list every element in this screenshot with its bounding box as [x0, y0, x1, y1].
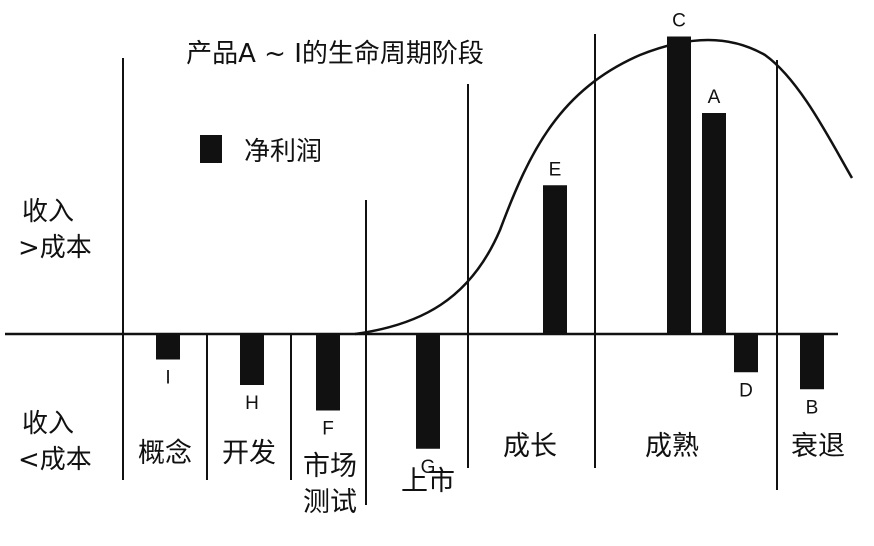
stage-label: 市场: [303, 451, 357, 482]
bar-b: [800, 334, 824, 390]
stage-label: 上市: [401, 466, 455, 497]
y-label-positive-line1: 收入: [22, 197, 74, 227]
bar-label-e: E: [549, 159, 562, 180]
bar-g: [416, 334, 440, 449]
bar-i: [156, 334, 180, 360]
stage-label: 开发: [222, 438, 276, 469]
stage-label: 衰退: [791, 431, 845, 462]
stage-label: 测试: [303, 487, 357, 518]
legend-label: 净利润: [244, 137, 322, 167]
bar-label-d: D: [739, 380, 753, 401]
chart-title: 产品A ~ I的生命周期阶段: [186, 39, 484, 69]
y-label-positive-line2: >成本: [18, 233, 92, 263]
legend: 净利润: [200, 135, 322, 167]
y-label-positive: 收入 >成本: [18, 197, 92, 263]
stage-label: 概念: [138, 438, 192, 469]
bar-label-b: B: [806, 397, 819, 418]
bar-label-f: F: [322, 419, 334, 440]
bar-h: [240, 334, 264, 385]
lifecycle-curve: [354, 38, 854, 336]
bars: [156, 36, 824, 449]
bar-labels: I H F G E C A D B: [165, 11, 818, 478]
bar-e: [543, 185, 567, 334]
stage-label: 成长: [503, 431, 557, 462]
bar-a: [702, 113, 726, 334]
bar-d: [734, 334, 758, 373]
y-label-negative: 收入 <成本: [18, 409, 92, 475]
bar-label-a: A: [708, 87, 721, 108]
bar-label-c: C: [672, 11, 686, 32]
bar-label-h: H: [245, 393, 259, 414]
stage-dividers: [122, 34, 778, 505]
y-label-negative-line2: <成本: [18, 445, 92, 475]
stage-label: 成熟: [645, 431, 699, 462]
y-label-negative-line1: 收入: [22, 409, 74, 439]
bar-f: [316, 334, 340, 411]
bar-label-i: I: [165, 368, 170, 389]
bar-c: [667, 36, 691, 334]
bar-label-g: G: [421, 457, 436, 478]
legend-swatch: [200, 135, 222, 163]
